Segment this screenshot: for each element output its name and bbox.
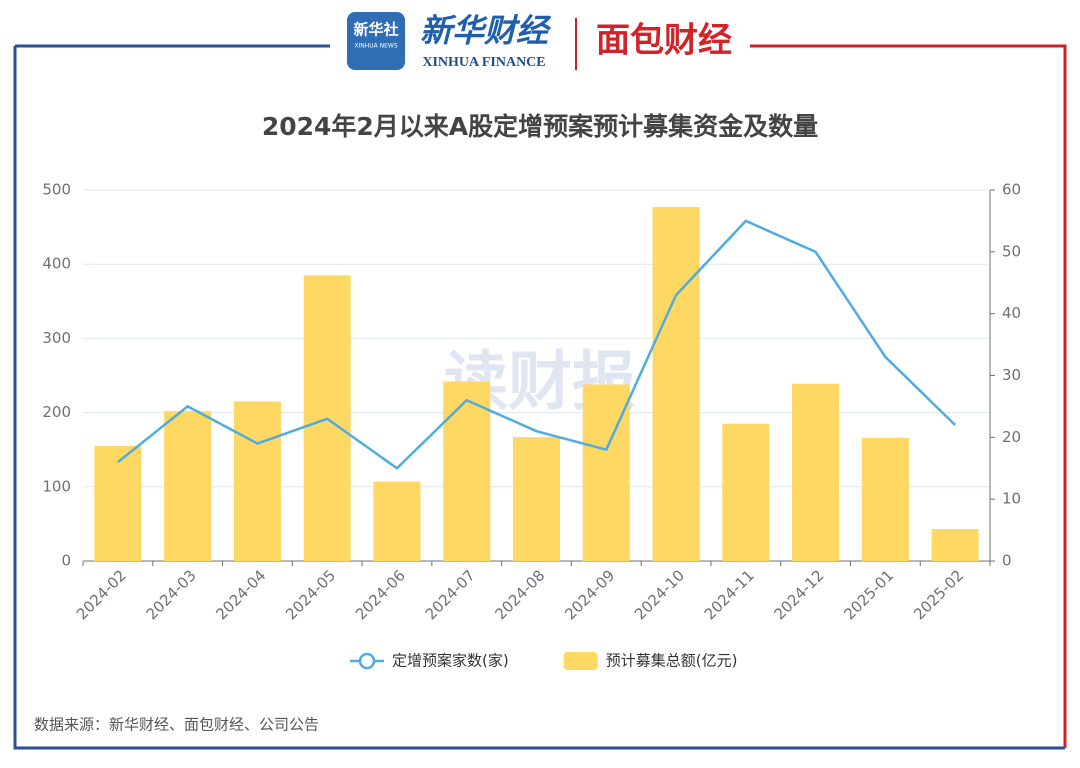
bar [513, 437, 560, 561]
x-tick-label: 2024-03 [143, 566, 200, 623]
bar [443, 381, 491, 561]
logo-text: 新华财经 [420, 12, 552, 48]
x-tick-label: 2024-07 [422, 566, 479, 623]
bar [373, 481, 421, 561]
logo-box [347, 12, 405, 70]
x-tick-label: 2024-11 [701, 566, 758, 623]
bar [792, 383, 840, 561]
y-tick-label: 0 [61, 552, 71, 570]
y2-tick-label: 30 [1002, 366, 1021, 384]
x-tick-label: 2024-04 [212, 566, 269, 623]
bar [94, 445, 142, 561]
logo-text: XINHUA FINANCE [422, 55, 545, 70]
frame-left-bottom [13, 46, 1065, 750]
y-tick-label: 200 [42, 403, 71, 421]
bar [722, 423, 770, 561]
logo-text: 新华社 [353, 21, 398, 39]
x-tick-label: 2024-09 [561, 566, 618, 623]
x-tick-label: 2025-01 [840, 566, 897, 623]
y2-tick-label: 0 [1002, 552, 1012, 570]
y-tick-label: 400 [42, 255, 71, 273]
x-tick-label: 2024-02 [73, 566, 130, 623]
source-note: 数据来源：新华财经、面包财经、公司公告 [34, 716, 319, 734]
y-tick-label: 100 [42, 477, 71, 495]
x-tick-label: 2024-06 [352, 566, 409, 623]
legend-label: 预计募集总额(亿元) [606, 652, 738, 670]
legend-swatch [358, 652, 376, 670]
y2-tick-label: 20 [1002, 428, 1021, 446]
logo-text: XINHUA NEWS [354, 43, 397, 50]
y2-tick-label: 10 [1002, 490, 1021, 508]
y2-tick-label: 60 [1002, 181, 1021, 199]
x-tick-label: 2024-05 [282, 566, 339, 623]
logo-text: 面包财经 [596, 21, 732, 61]
line [117, 219, 956, 470]
x-tick-label: 2024-12 [771, 566, 828, 623]
legend-swatch [563, 652, 598, 670]
x-tick-label: 2024-08 [491, 566, 548, 623]
x-tick-label: 2025-02 [910, 566, 967, 623]
frame-right [750, 44, 1067, 748]
y-tick-label: 500 [42, 181, 71, 199]
bar [652, 207, 700, 562]
bar [931, 529, 979, 561]
chart-title: 2024年2月以来A股定增预案预计募集资金及数量 [262, 112, 818, 141]
y-tick-label: 300 [42, 329, 71, 347]
bar [233, 401, 281, 561]
y2-tick-label: 50 [1002, 242, 1021, 260]
y2-tick-label: 40 [1002, 304, 1021, 322]
bar [164, 411, 212, 561]
bar [861, 437, 909, 561]
x-tick-label: 2024-10 [631, 566, 688, 623]
legend-label: 定增预案家数(家) [392, 652, 509, 670]
